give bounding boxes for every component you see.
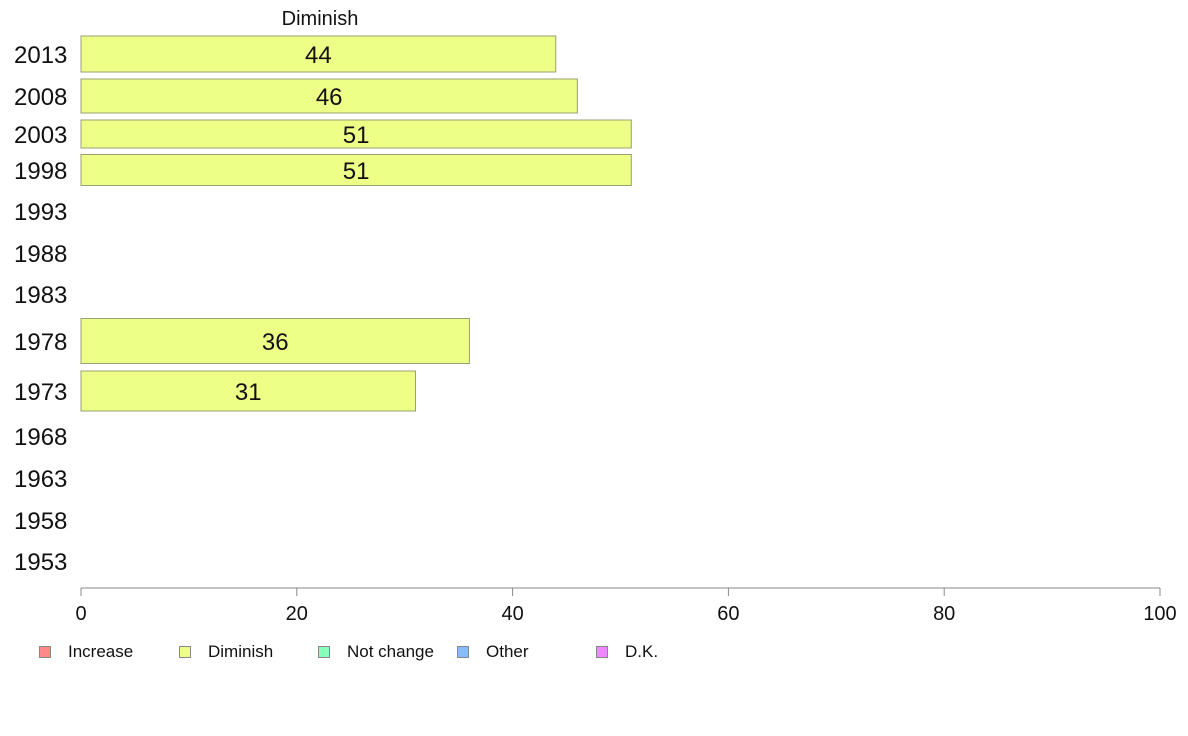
legend-label: Other: [486, 642, 529, 661]
legend-item-d-k: D.K.: [596, 641, 658, 663]
legend-label: Not change: [347, 642, 434, 661]
legend-label: D.K.: [625, 642, 659, 661]
legend-item-increase: Increase: [39, 641, 133, 663]
legend-label: Increase: [68, 642, 134, 661]
legend: Increase Diminish Not change Other D.K.: [39, 641, 739, 663]
legend-swatch: [318, 646, 330, 658]
legend-swatch: [596, 646, 608, 658]
x-tick-label-100: 100: [1143, 603, 1176, 625]
data-label-1998: 51: [343, 158, 370, 185]
data-label-1978: 36: [262, 329, 289, 356]
data-label-2003: 51: [343, 122, 370, 149]
legend-item-diminish: Diminish: [179, 641, 273, 663]
bar-1998: [80, 154, 632, 186]
year-label-1968: 1968: [14, 424, 67, 451]
year-label-1973: 1973: [14, 379, 67, 406]
series-title: Diminish: [282, 8, 359, 30]
bar-2013: [80, 35, 557, 73]
data-label-2013: 44: [305, 42, 332, 69]
x-tick-label-60: 60: [717, 603, 739, 625]
x-tick-label-40: 40: [501, 603, 523, 625]
legend-label: Diminish: [208, 642, 274, 661]
x-axis: 0 20 40 60 80 100: [75, 587, 1177, 625]
x-tick-label-0: 0: [75, 603, 86, 625]
bar-2008: [80, 78, 578, 114]
year-label-1993: 1993: [14, 199, 67, 226]
data-label-2008: 46: [316, 84, 343, 111]
year-label-2008: 2008: [14, 84, 67, 111]
bar-2003: [80, 119, 632, 149]
legend-swatch: [457, 646, 469, 658]
x-tick-label-20: 20: [286, 603, 308, 625]
year-label-1958: 1958: [14, 508, 67, 535]
bar-rows: 2013 44 2008 46 2003 51 1998 51 1993 1988 1983 1978…: [14, 35, 632, 576]
year-label-1978: 1978: [14, 329, 67, 356]
x-tick-label-80: 80: [933, 603, 955, 625]
year-label-2013: 2013: [14, 42, 67, 69]
year-label-1953: 1953: [14, 549, 67, 576]
year-label-1963: 1963: [14, 466, 67, 493]
data-label-1973: 31: [235, 379, 262, 406]
legend-swatch: [39, 646, 51, 658]
year-label-2003: 2003: [14, 122, 67, 149]
bar-1978: [80, 318, 470, 364]
legend-item-other: Other: [457, 641, 529, 663]
bar-1973: [80, 370, 416, 412]
year-label-1998: 1998: [14, 158, 67, 185]
year-label-1988: 1988: [14, 241, 67, 268]
legend-swatch: [179, 646, 191, 658]
legend-item-not-change: Not change: [318, 641, 434, 663]
year-label-1983: 1983: [14, 282, 67, 309]
